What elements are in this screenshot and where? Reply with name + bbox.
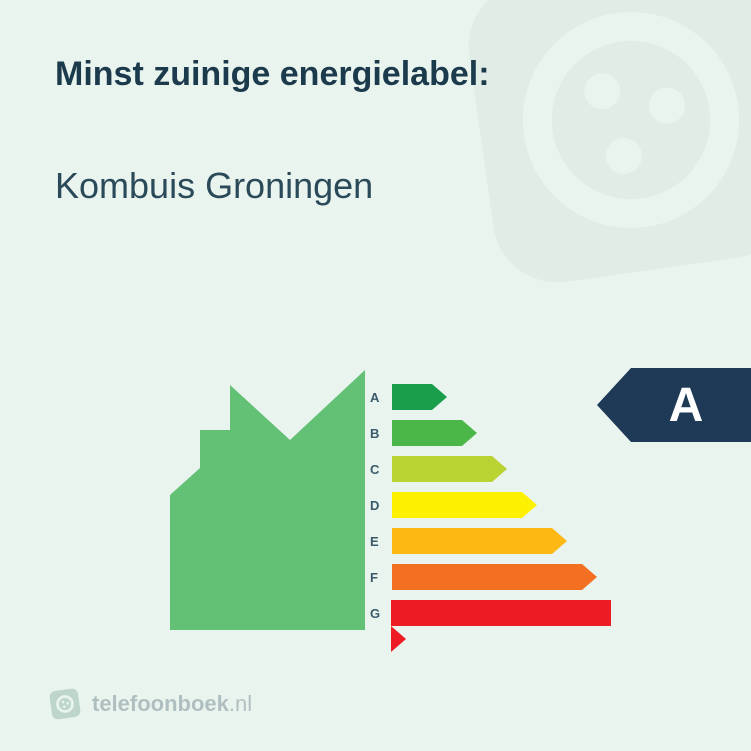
energy-bar-label: G (370, 606, 389, 621)
energy-bar-label: A (370, 390, 390, 405)
page-subtitle: Kombuis Groningen (55, 165, 373, 207)
energy-bar-label: B (370, 426, 390, 441)
energy-bar-f: F (370, 560, 612, 594)
energy-bar-label: F (370, 570, 390, 585)
energy-bar-arrow (391, 600, 612, 626)
house-icon (170, 370, 365, 630)
energy-bar-arrow (392, 528, 567, 554)
energy-bar-label: D (370, 498, 390, 513)
energy-bar-arrow (392, 420, 477, 446)
footer-brand: telefoonboek.nl (48, 687, 252, 721)
energy-bars: A B C D E F G (370, 380, 612, 632)
energy-bar-label: C (370, 462, 390, 477)
energy-bar-e: E (370, 524, 612, 558)
watermark-logo (451, 0, 751, 300)
energy-bar-b: B (370, 416, 612, 450)
brand-text: telefoonboek.nl (92, 691, 252, 717)
energy-bar-arrow (392, 384, 447, 410)
page-title: Minst zuinige energielabel: (55, 55, 490, 94)
selected-label-badge: A (597, 368, 751, 442)
selected-label-text: A (631, 368, 751, 442)
energy-label-graphic: A B C D E F G (170, 370, 590, 630)
energy-bar-c: C (370, 452, 612, 486)
energy-bar-a: A (370, 380, 612, 414)
energy-bar-arrow (392, 456, 507, 482)
energy-bar-d: D (370, 488, 612, 522)
energy-bar-arrow (392, 492, 537, 518)
energy-bar-arrow (392, 564, 597, 590)
brand-icon (48, 687, 82, 721)
energy-bar-label: E (370, 534, 390, 549)
energy-bar-g: G (370, 596, 612, 630)
